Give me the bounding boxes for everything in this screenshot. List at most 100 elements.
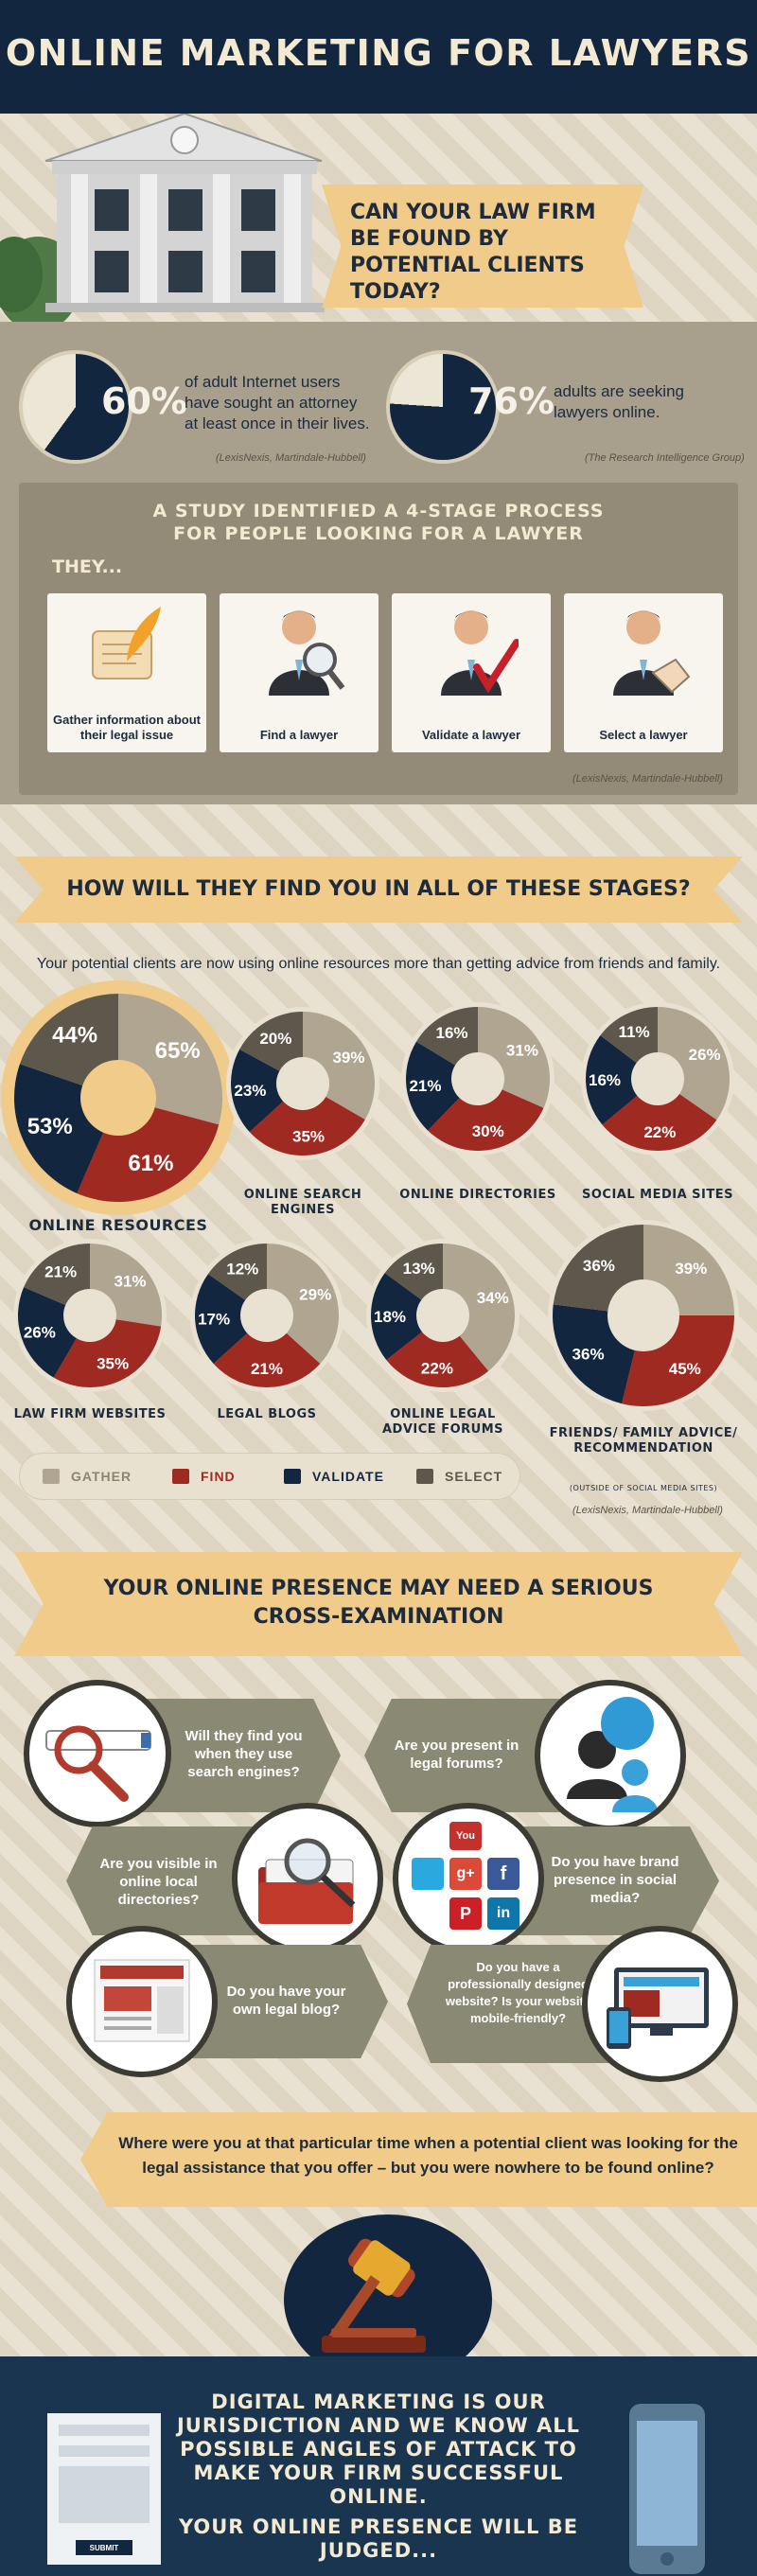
question-directories: Are you visible in online local director… — [99, 1856, 218, 1908]
donut-chart: 65% 61% 53% 44% — [0, 977, 239, 1219]
stat-text-60: of adult Internet users have sought an a… — [185, 373, 370, 432]
donut-title: ONLINE LEGAL ADVICE FORUMS — [382, 1407, 503, 1437]
donut-svg: 39% 35% 23% 20% — [226, 1007, 379, 1160]
lawyer-magnifier-icon — [269, 610, 345, 696]
donut-title: ONLINE SEARCH ENGINES — [243, 1188, 362, 1217]
stage-card-gather: Gather information about their legal iss… — [47, 593, 206, 752]
circle-directories — [232, 1803, 383, 1954]
stages-subtitle: Your potential clients are now using onl… — [36, 956, 721, 972]
presence-banner-line1: YOUR ONLINE PRESENCE MAY NEED A SERIOUS — [103, 1577, 654, 1600]
donut-value-label: 22% — [421, 1360, 453, 1378]
search-icon — [45, 1725, 151, 1802]
donut-title: ONLINE RESOURCES — [28, 1216, 208, 1234]
chat-bubbles-icon — [567, 1697, 658, 1812]
donut-value-label: 61% — [128, 1151, 173, 1176]
donut-chart: 34% 22% 18% 13% — [363, 1236, 522, 1395]
donut-value-label: 23% — [234, 1082, 266, 1100]
stage-card-find: Find a lawyer — [220, 593, 378, 752]
donut-value-label: 26% — [24, 1324, 56, 1342]
stages-banner-text: HOW WILL THEY FIND YOU IN ALL OF THESE S… — [66, 877, 691, 901]
stage-card-validate: Validate a lawyer — [392, 593, 551, 752]
stage-label: Find a lawyer — [259, 728, 339, 742]
donut-svg: 29% 21% 17% 12% — [190, 1239, 343, 1392]
hero-section — [0, 114, 757, 322]
page-title: ONLINE MARKETING FOR LAWYERS — [5, 32, 752, 74]
stat-source-76: (The Research Intelligence Group) — [585, 452, 745, 464]
blog-page-icon — [94, 1959, 190, 2042]
donut-note: (OUTSIDE OF SOCIAL MEDIA SITES) — [569, 1484, 718, 1492]
donut-chart: 26% 22% 16% 11% — [578, 999, 737, 1158]
form-icon — [47, 2413, 161, 2565]
circle-website — [582, 1926, 738, 2082]
donut-value-label: 35% — [97, 1355, 129, 1373]
donut-value-label: 45% — [669, 1360, 701, 1378]
donut-value-label: 21% — [409, 1077, 441, 1095]
circle-search — [24, 1680, 171, 1827]
donut-svg: 65% 61% 53% 44% — [1, 980, 236, 1215]
lawyer-pointing-icon — [613, 610, 691, 696]
donut-value-label: 11% — [619, 1023, 650, 1041]
donut-value-label: 30% — [472, 1122, 504, 1140]
stat-percent-60: 60% — [101, 380, 187, 422]
donut-chart: 29% 21% 17% 12% — [187, 1236, 346, 1395]
donut-value-label: 36% — [583, 1257, 615, 1275]
donut-segment-validate — [231, 1049, 303, 1133]
legend-item-gather: GATHER — [43, 1469, 132, 1484]
donut-value-label: 17% — [198, 1310, 230, 1328]
stat-pie-60 — [19, 350, 132, 464]
donut-segment-gather — [443, 1244, 515, 1371]
presence-banner-line2: CROSS-EXAMINATION — [253, 1605, 504, 1629]
donut-svg: 34% 22% 18% 13% — [366, 1239, 519, 1392]
donut-svg: 39% 45% 36% 36% — [548, 1220, 739, 1411]
donut-value-label: 35% — [292, 1128, 325, 1146]
stat-percent-76: 76% — [468, 380, 555, 422]
lawyer-checkmark-icon — [441, 610, 519, 696]
donut-segment-find — [602, 1079, 717, 1151]
legend-item-find: FIND — [172, 1469, 236, 1484]
donut-segment-find — [428, 1079, 544, 1151]
donut-value-label: 26% — [689, 1046, 721, 1064]
stat-pie-76 — [386, 350, 500, 464]
stage-label: Select a lawyer — [599, 728, 688, 742]
donut-segment-find — [386, 1315, 489, 1387]
legend-swatch — [284, 1469, 301, 1484]
where-banner: Where were you at that particular time w… — [80, 2112, 757, 2207]
donut-value-label: 53% — [27, 1114, 73, 1139]
study-source: (LexisNexis, Martindale-Hubbell) — [572, 773, 723, 785]
donut-segment-gather — [267, 1244, 339, 1365]
stage-label: Validate a lawyer — [421, 728, 521, 742]
donut-value-label: 36% — [572, 1345, 605, 1363]
presence-banner-text: YOUR ONLINE PRESENCE MAY NEED A SERIOUS … — [14, 1575, 743, 1632]
question-blog: Do you have your own legal blog? — [226, 1984, 346, 2018]
donut-value-label: 29% — [299, 1285, 331, 1303]
stage-label: Gather information about their legal iss… — [53, 713, 201, 742]
legend-swatch — [172, 1469, 189, 1484]
stages-banner: HOW WILL THEY FIND YOU IN ALL OF THESE S… — [14, 856, 743, 923]
donut-value-label: 34% — [477, 1289, 509, 1307]
footer-line2: YOUR ONLINE PRESENCE WILL BE JUDGED... — [178, 2515, 579, 2562]
footer-section: SUBMIT DIGITAL MARKETING IS OUR JURISDIC… — [0, 2356, 757, 2576]
linkedin-icon: in — [487, 1897, 519, 1930]
legend-swatch — [43, 1469, 60, 1484]
study-title-line1: A STUDY IDENTIFIED A 4-STAGE PROCESS — [152, 501, 605, 521]
study-title: A STUDY IDENTIFIED A 4-STAGE PROCESS FOR… — [19, 500, 738, 545]
submit-label: SUBMIT — [89, 2544, 119, 2552]
donut-value-label: 18% — [374, 1308, 406, 1326]
study-they: THEY... — [52, 556, 123, 577]
donut-value-label: 31% — [506, 1041, 538, 1059]
chart-legend: GATHER FIND VALIDATE SELECT — [19, 1453, 520, 1500]
study-title-line2: FOR PEOPLE LOOKING FOR A LAWYER — [173, 523, 584, 544]
donut-value-label: 16% — [436, 1024, 468, 1042]
donut-chart: 31% 35% 26% 21% — [10, 1236, 169, 1395]
header-bar: ONLINE MARKETING FOR LAWYERS — [0, 0, 757, 114]
donut-hole — [80, 1060, 156, 1136]
donut-value-label: 39% — [675, 1260, 707, 1278]
donut-hole — [416, 1289, 469, 1342]
donut-segment-find — [249, 1084, 365, 1156]
donut-segment-validate — [195, 1274, 267, 1365]
donut-chart: 39% 45% 36% 36% — [545, 1217, 742, 1414]
gavel-icon — [322, 2238, 426, 2353]
donut-value-label: 21% — [44, 1262, 77, 1280]
donut-segment-validate — [371, 1273, 443, 1361]
donut-hole — [631, 1052, 684, 1105]
